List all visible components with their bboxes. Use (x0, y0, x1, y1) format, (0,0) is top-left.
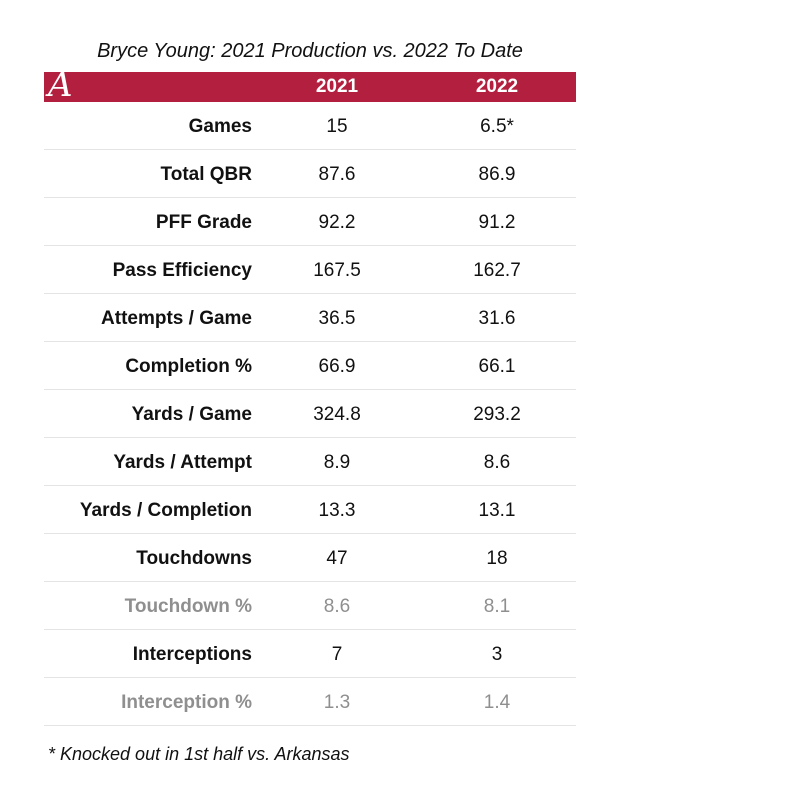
table-body: Games 15 6.5* Total QBR 87.6 86.9 PFF Grade 92.… (44, 102, 576, 726)
cell-2021: 8.6 (323, 596, 351, 617)
row-label: Completion % (125, 356, 252, 377)
row-label: Yards / Completion (79, 500, 252, 521)
row-label: Interception % (121, 692, 252, 713)
row-label: Touchdown % (124, 596, 252, 617)
cell-2022: 66.1 (478, 356, 516, 377)
table-row: Interception % 1.3 1.4 (44, 678, 576, 726)
cell-2021: 13.3 (318, 500, 356, 521)
row-label: Yards / Game (131, 404, 252, 425)
table-row: Yards / Game 324.8 293.2 (44, 390, 576, 438)
alabama-logo: A (48, 65, 73, 105)
row-label: Total QBR (160, 164, 252, 185)
cell-2021: 8.9 (323, 452, 351, 473)
table-row: PFF Grade 92.2 91.2 (44, 198, 576, 246)
table-row: Touchdowns 47 18 (44, 534, 576, 582)
cell-2022: 162.7 (473, 260, 521, 281)
table-row: Interceptions 7 3 (44, 630, 576, 678)
cell-2022: 18 (486, 548, 508, 569)
cell-2021: 7 (331, 644, 343, 665)
table-row: Yards / Attempt 8.9 8.6 (44, 438, 576, 486)
table-row: Pass Efficiency 167.5 162.7 (44, 246, 576, 294)
cell-2022: 86.9 (478, 164, 516, 185)
chart-title: Bryce Young: 2021 Production vs. 2022 To… (97, 40, 523, 62)
cell-2021: 36.5 (318, 308, 356, 329)
cell-2022: 1.4 (483, 692, 511, 713)
row-label: PFF Grade (155, 212, 252, 233)
cell-2022: 13.1 (478, 500, 516, 521)
row-label: Interceptions (132, 644, 252, 665)
table-row: Attempts / Game 36.5 31.6 (44, 294, 576, 342)
column-header-2021: 2021 (315, 76, 359, 97)
cell-2022: 293.2 (473, 404, 521, 425)
row-label: Attempts / Game (101, 308, 252, 329)
row-label: Touchdowns (136, 548, 252, 569)
cell-2021: 92.2 (318, 212, 356, 233)
table-row: Touchdown % 8.6 8.1 (44, 582, 576, 630)
cell-2021: 15 (326, 116, 348, 137)
table-row: Total QBR 87.6 86.9 (44, 150, 576, 198)
table-row: Yards / Completion 13.3 13.1 (44, 486, 576, 534)
footnote: * Knocked out in 1st half vs. Arkansas (48, 744, 350, 764)
row-label: Pass Efficiency (112, 260, 252, 281)
cell-2022: 8.1 (483, 596, 511, 617)
cell-2022: 6.5* (480, 116, 514, 137)
cell-2021: 167.5 (313, 260, 361, 281)
cell-2021: 87.6 (318, 164, 356, 185)
table-header: A 2021 2022 (44, 68, 576, 102)
row-label: Games (188, 116, 252, 137)
row-label: Yards / Attempt (113, 452, 252, 473)
cell-2022: 91.2 (478, 212, 516, 233)
table-row: Completion % 66.9 66.1 (44, 342, 576, 390)
cell-2021: 324.8 (313, 404, 361, 425)
column-header-2022: 2022 (475, 76, 519, 97)
cell-2022: 3 (491, 644, 503, 665)
cell-2022: 31.6 (478, 308, 516, 329)
table-row: Games 15 6.5* (44, 102, 576, 150)
cell-2021: 66.9 (318, 356, 356, 377)
cell-2021: 1.3 (323, 692, 351, 713)
cell-2022: 8.6 (483, 452, 511, 473)
cell-2021: 47 (326, 548, 348, 569)
